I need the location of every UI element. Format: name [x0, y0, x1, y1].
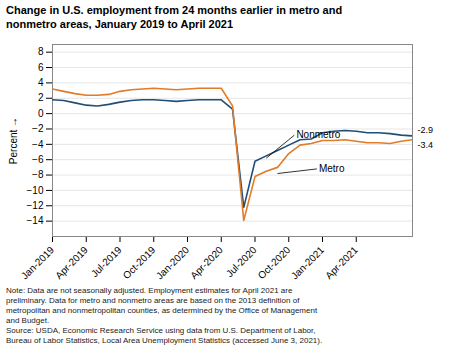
svg-text:Jul-2020: Jul-2020 — [224, 243, 259, 278]
svg-text:Oct-2019: Oct-2019 — [121, 243, 158, 280]
html-text:Note: Data are not seasonally: Note: Data are not seasonally adjusted. … — [6, 285, 323, 345]
svg-text:2: 2 — [38, 92, 44, 103]
svg-text:−14: −14 — [27, 215, 44, 226]
svg-text:Apr-2020: Apr-2020 — [188, 243, 225, 280]
svg-text:Jan-2019: Jan-2019 — [19, 243, 57, 281]
svg-text:−8: −8 — [32, 169, 44, 180]
svg-text:−4: −4 — [32, 138, 44, 149]
svg-text:Apr-2021: Apr-2021 — [323, 243, 360, 280]
svg-text:6: 6 — [38, 61, 44, 72]
svg-text:4: 4 — [38, 77, 44, 88]
svg-text:Metro: Metro — [319, 163, 345, 174]
svg-text:−2: −2 — [32, 123, 44, 134]
svg-text:Oct-2020: Oct-2020 — [256, 243, 293, 280]
html-text:Change in U.S. employment from: Change in U.S. employment from 24 months… — [6, 4, 343, 30]
svg-text:8: 8 — [38, 46, 44, 57]
svg-text:-2.9: -2.9 — [418, 125, 434, 135]
svg-text:Nonmetro: Nonmetro — [296, 129, 340, 140]
svg-text:0: 0 — [38, 107, 44, 118]
svg-text:Jan-2021: Jan-2021 — [289, 243, 327, 281]
svg-text:Jul-2019: Jul-2019 — [89, 243, 124, 278]
svg-text:−12: −12 — [27, 199, 44, 210]
svg-text:Apr-2019: Apr-2019 — [53, 243, 90, 280]
svg-text:Jan-2020: Jan-2020 — [154, 243, 192, 281]
svg-text:-3.4: -3.4 — [418, 140, 434, 150]
svg-text:−10: −10 — [27, 184, 44, 195]
svg-text:−6: −6 — [32, 153, 44, 164]
svg-text:Percent →: Percent → — [8, 116, 19, 163]
